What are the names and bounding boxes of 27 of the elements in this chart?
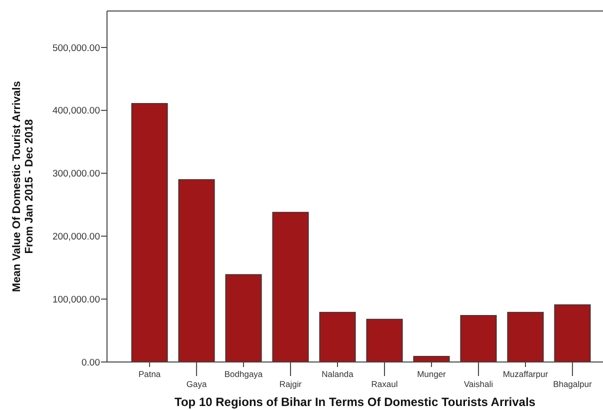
bar <box>272 212 309 362</box>
bar <box>554 304 591 362</box>
y-tick-label: 0.00 <box>82 357 100 368</box>
x-tick-label: Bodhgaya <box>224 369 263 379</box>
bar <box>460 315 497 362</box>
y-axis-title: Mean Value Of Domestic Tourist Arrivals From Jan 2015 - Dec 2018 <box>11 81 36 292</box>
bar <box>319 312 356 362</box>
x-axis-title: Top 10 Regions of Bihar In Terms Of Domestic Tourists Arrivals <box>174 395 536 409</box>
bar <box>178 179 215 362</box>
bar <box>131 103 168 362</box>
x-tick-label: Munger <box>417 369 446 379</box>
x-tick-label: Nalanda <box>322 369 354 379</box>
x-tick-label: Muzaffarpur <box>502 369 548 379</box>
y-tick-label: 200,000.00 <box>52 232 100 243</box>
x-tick-label: Patna <box>138 369 161 379</box>
bar <box>366 318 403 362</box>
x-tick-label: Bhagalpur <box>553 379 592 389</box>
y-tick-label: 300,000.00 <box>52 168 100 180</box>
bar <box>507 312 544 362</box>
bar <box>225 274 262 362</box>
x-tick-label: Vaishali <box>464 379 494 389</box>
x-tick-label: Gaya <box>186 379 207 389</box>
x-tick-label: Raxaul <box>371 379 398 389</box>
y-tick-label: 400,000.00 <box>52 106 100 117</box>
x-tick-label: Rajgir <box>279 379 302 389</box>
y-tick-label: 100,000.00 <box>52 294 100 306</box>
y-tick-label: 500,000.00 <box>52 42 100 54</box>
